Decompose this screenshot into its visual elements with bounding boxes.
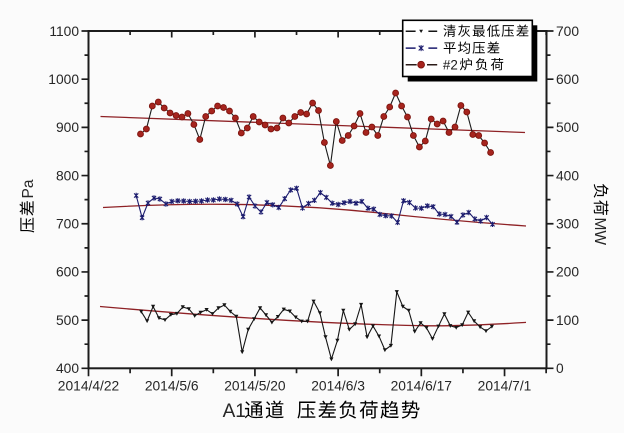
svg-text:2014/5/20: 2014/5/20 xyxy=(224,379,286,394)
svg-text:2014/6/3: 2014/6/3 xyxy=(311,379,365,394)
svg-text:200: 200 xyxy=(556,265,579,280)
svg-text:100: 100 xyxy=(556,313,579,328)
svg-text:Pa: Pa xyxy=(20,179,37,198)
svg-text:2014/6/17: 2014/6/17 xyxy=(391,379,452,394)
svg-text:0: 0 xyxy=(556,361,564,376)
svg-text:500: 500 xyxy=(556,120,579,135)
svg-text:700: 700 xyxy=(56,217,79,232)
svg-text:1000: 1000 xyxy=(48,72,79,87)
svg-text:#2: #2 xyxy=(443,57,458,72)
svg-text:400: 400 xyxy=(556,168,579,183)
svg-text:1100: 1100 xyxy=(49,24,79,39)
svg-text:2014/5/6: 2014/5/6 xyxy=(145,379,199,394)
svg-text:700: 700 xyxy=(556,24,579,39)
svg-text:400: 400 xyxy=(56,361,79,376)
svg-text:MW: MW xyxy=(591,218,608,246)
svg-text:2014/4/22: 2014/4/22 xyxy=(58,379,119,394)
svg-text:800: 800 xyxy=(56,168,79,183)
svg-text:300: 300 xyxy=(556,217,579,232)
svg-text:600: 600 xyxy=(56,265,79,280)
svg-text:600: 600 xyxy=(556,72,579,87)
svg-text:A1: A1 xyxy=(223,401,246,422)
svg-text:2014/7/1: 2014/7/1 xyxy=(478,379,532,394)
svg-text:500: 500 xyxy=(56,313,79,328)
svg-text:900: 900 xyxy=(56,120,79,135)
